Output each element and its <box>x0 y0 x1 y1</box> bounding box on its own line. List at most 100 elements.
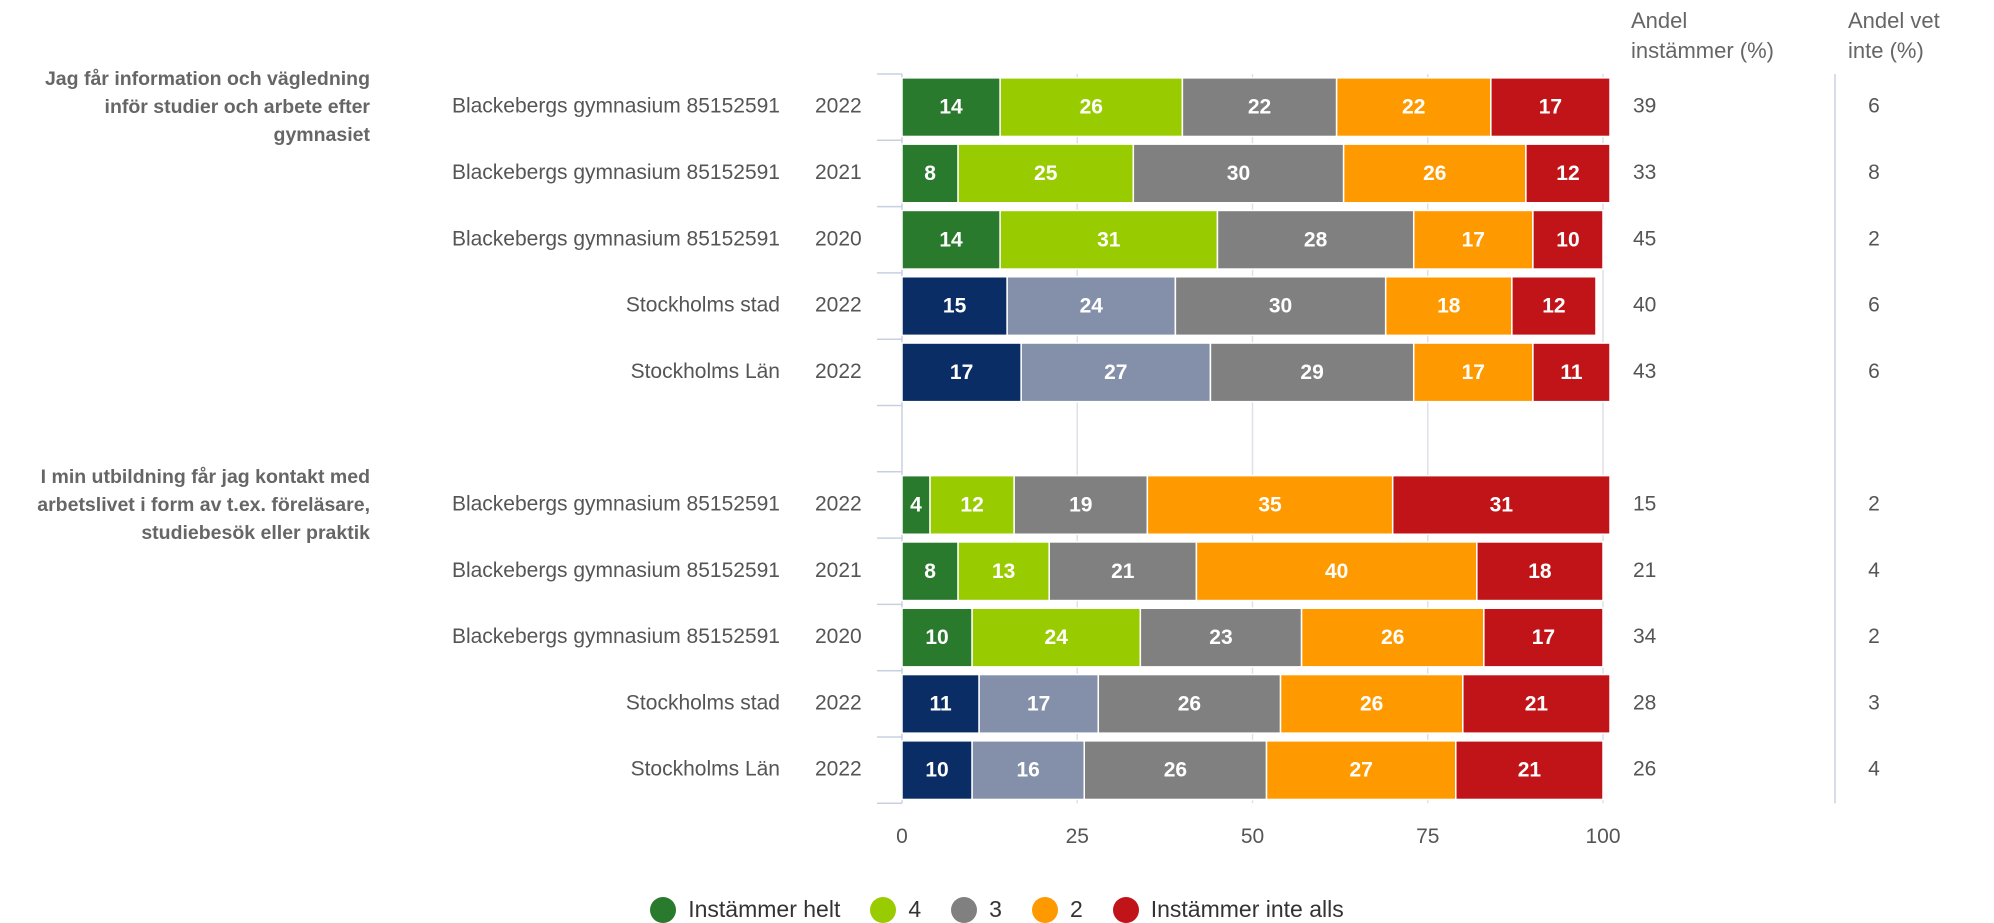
data-label: 17 <box>1027 692 1050 715</box>
bar-segment <box>929 474 1015 535</box>
legend-item: Instämmer helt <box>650 896 840 923</box>
data-label: 21 <box>1111 560 1135 583</box>
data-label: 12 <box>1556 162 1579 185</box>
bar-segment <box>901 77 1001 138</box>
legend-label: 2 <box>1069 896 1083 922</box>
year-label: 2021 <box>815 559 862 582</box>
x-tick-label: 75 <box>1416 825 1439 848</box>
data-label: 26 <box>1360 692 1383 715</box>
agree-value: 34 <box>1633 625 1657 648</box>
data-label: 11 <box>929 692 952 715</box>
legend: Instämmer helt 4 3 2 Instämmer inte alls <box>0 896 1994 923</box>
data-label: 31 <box>1097 228 1121 251</box>
bar-segment <box>1532 209 1604 270</box>
data-label: 15 <box>943 295 967 318</box>
dont-know-value: 6 <box>1868 360 1880 383</box>
agree-value: 43 <box>1633 360 1656 383</box>
data-label: 28 <box>1304 228 1328 251</box>
bar-segment <box>957 143 1135 204</box>
bar-segment <box>1083 740 1268 801</box>
agree-value: 15 <box>1633 492 1656 515</box>
data-label: 26 <box>1178 692 1201 715</box>
data-label: 18 <box>1437 295 1461 318</box>
data-label: 30 <box>1269 295 1292 318</box>
bar-segment <box>1020 342 1212 403</box>
data-label: 22 <box>1248 96 1271 119</box>
dont-know-value: 2 <box>1868 625 1880 648</box>
bar-segment <box>1195 541 1478 602</box>
year-label: 2020 <box>815 227 862 250</box>
bar-segment <box>971 740 1086 801</box>
data-label: 17 <box>950 361 973 384</box>
x-tick-label: 0 <box>896 825 908 848</box>
data-label: 17 <box>1462 228 1485 251</box>
agree-header: Andel instämmer (%) <box>1631 8 1775 63</box>
data-label: 24 <box>1080 295 1104 318</box>
bar-segment <box>901 740 973 801</box>
category-label: Stockholms Län <box>631 360 780 383</box>
bar-segment <box>901 541 959 602</box>
data-label: 11 <box>1560 361 1583 384</box>
data-label: 21 <box>1518 759 1542 782</box>
dont-know-value: 2 <box>1868 492 1880 515</box>
legend-swatch <box>951 896 978 923</box>
bar-segment <box>1300 607 1485 668</box>
bar-segment <box>901 143 959 204</box>
bar-segment <box>978 673 1100 734</box>
year-label: 2020 <box>815 625 862 648</box>
agree-value: 28 <box>1633 691 1656 714</box>
bar-segment <box>1483 607 1604 668</box>
data-label: 10 <box>1556 228 1579 251</box>
bar-segment <box>1216 209 1415 270</box>
group-label: I min utbildning får jag kontakt med arb… <box>37 465 370 544</box>
dont-know-header: Andel vet inte (%) <box>1848 8 1940 63</box>
bar-segment <box>1013 474 1149 535</box>
data-label: 16 <box>1017 759 1040 782</box>
bar-segment <box>999 77 1184 138</box>
data-label: 26 <box>1381 626 1404 649</box>
legend-label: 4 <box>908 896 922 922</box>
data-label: 10 <box>925 626 948 649</box>
data-label: 17 <box>1539 96 1562 119</box>
dont-know-value: 4 <box>1868 559 1880 582</box>
dont-know-value: 6 <box>1868 95 1880 118</box>
bar-segment <box>1048 541 1198 602</box>
legend-item: 2 <box>1031 896 1083 923</box>
legend-swatch <box>650 896 677 923</box>
bar-segment <box>1384 276 1513 337</box>
year-label: 2022 <box>815 691 862 714</box>
data-label: 35 <box>1258 493 1282 516</box>
legend-swatch <box>870 896 897 923</box>
category-label: Blackebergs gymnasium 85152591 <box>452 227 780 250</box>
bar-segment <box>1391 474 1611 535</box>
category-label: Stockholms stad <box>626 294 780 317</box>
category-label: Blackebergs gymnasium 85152591 <box>452 625 780 648</box>
agree-value: 33 <box>1633 161 1656 184</box>
year-label: 2022 <box>815 758 862 781</box>
bar-segment <box>1006 276 1177 337</box>
legend-swatch <box>1031 896 1058 923</box>
dont-know-value: 2 <box>1868 227 1880 250</box>
data-label: 8 <box>924 560 936 583</box>
x-tick-label: 100 <box>1585 825 1620 848</box>
data-label: 27 <box>1104 361 1127 384</box>
data-label: 14 <box>939 96 963 119</box>
year-label: 2022 <box>815 360 862 383</box>
bar-segment <box>901 474 931 535</box>
bar-segment <box>1511 276 1597 337</box>
bar-segment <box>1532 342 1611 403</box>
data-label: 8 <box>924 162 936 185</box>
data-label: 26 <box>1423 162 1446 185</box>
bar-segment <box>1412 342 1534 403</box>
data-label: 26 <box>1164 759 1187 782</box>
agree-value: 39 <box>1633 95 1656 118</box>
data-label: 4 <box>910 493 922 516</box>
bar-segment <box>1097 673 1282 734</box>
legend-label: 3 <box>989 896 1002 922</box>
category-label: Blackebergs gymnasium 85152591 <box>452 161 780 184</box>
year-label: 2021 <box>815 161 862 184</box>
x-tick-label: 50 <box>1241 825 1264 848</box>
legend-label: Instämmer helt <box>688 896 841 922</box>
bar-segment <box>1476 541 1604 602</box>
